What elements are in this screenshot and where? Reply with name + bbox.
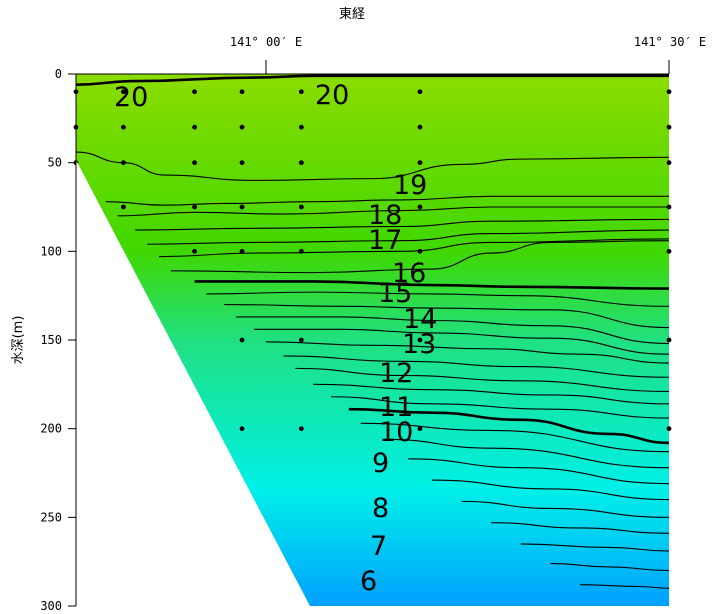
- y-tick-label-0: 0: [55, 67, 62, 81]
- station-point: [417, 426, 423, 432]
- station-point: [192, 160, 198, 166]
- isotherm-17: [135, 218, 670, 231]
- isotherm-5-5: [580, 584, 670, 589]
- station-point: [666, 426, 672, 432]
- station-point: [417, 160, 423, 166]
- isotherm-6-5: [520, 543, 670, 552]
- station-point: [192, 124, 198, 130]
- isotherm-11-5: [295, 367, 670, 392]
- station-point: [239, 204, 245, 210]
- station-point: [192, 248, 198, 254]
- station-point: [298, 426, 304, 432]
- seafloor-slope: [76, 160, 310, 606]
- station-point: [417, 89, 423, 95]
- contour-label-9: 9: [372, 448, 389, 479]
- y-tick-label-250: 250: [40, 510, 62, 524]
- y-tick-label-200: 200: [40, 422, 62, 436]
- station-point: [192, 89, 198, 95]
- isotherm-6: [550, 562, 670, 572]
- station-point: [417, 337, 423, 343]
- station-point: [298, 124, 304, 130]
- station-point: [666, 248, 672, 254]
- isotherm-14-5: [206, 291, 670, 307]
- y-tick-label-100: 100: [40, 244, 62, 258]
- y-axis-ticks: 0 50 100 150 200 250 300: [40, 67, 76, 613]
- y-tick-label-50: 50: [48, 156, 62, 170]
- isotherm-7-5: [461, 500, 670, 518]
- contour-label-20-left: 20: [114, 82, 148, 113]
- station-point: [121, 204, 126, 210]
- station-point: [239, 248, 245, 254]
- station-point: [666, 124, 672, 130]
- isotherm-18: [105, 195, 669, 206]
- contour-label-8: 8: [372, 493, 389, 524]
- isotherm-10-5: [330, 396, 670, 419]
- station-point: [666, 204, 672, 210]
- isotherm-16: [159, 238, 670, 258]
- station-point: [298, 204, 304, 210]
- isotherm-7: [491, 522, 670, 534]
- contour-label-19: 19: [393, 170, 427, 201]
- station-point: [239, 124, 245, 130]
- contour-label-11: 11: [379, 392, 413, 423]
- isotherm-12: [283, 355, 670, 378]
- station-point: [192, 204, 198, 210]
- station-point: [666, 160, 672, 166]
- contour-label-17: 17: [368, 225, 402, 256]
- isotherm-12-5: [265, 341, 670, 364]
- x-tick-label-141-30: 141° 30′ E: [634, 35, 706, 49]
- isotherm-15-5: [170, 240, 670, 274]
- contour-labels: 20 20 19 18 17 16 15 14 13 12 11 10 9 8 …: [114, 80, 437, 597]
- contour-label-12: 12: [379, 358, 413, 389]
- station-point: [239, 426, 245, 432]
- station-point: [239, 89, 245, 95]
- station-point: [666, 337, 672, 343]
- x-tick-label-141-00: 141° 00′ E: [230, 35, 302, 49]
- station-point: [298, 248, 304, 254]
- contour-label-13: 13: [402, 329, 436, 360]
- isotherm-13-5: [236, 316, 670, 345]
- station-points: [73, 89, 672, 432]
- isotherm-13: [253, 328, 670, 355]
- isotherm-8: [431, 479, 670, 501]
- station-point: [121, 89, 126, 95]
- contour-label-16: 16: [392, 258, 426, 289]
- station-point: [239, 337, 245, 343]
- isotherm-19: [75, 151, 670, 181]
- isotherm-16-5: [147, 229, 670, 245]
- y-tick-label-150: 150: [40, 333, 62, 347]
- isotherm-9: [384, 438, 670, 469]
- station-point: [298, 160, 304, 166]
- station-point: [417, 124, 423, 130]
- station-point: [121, 160, 126, 166]
- contour-label-15: 15: [378, 278, 412, 309]
- station-point: [417, 248, 423, 254]
- station-point: [417, 204, 423, 210]
- station-point: [666, 89, 672, 95]
- isotherm-17-5: [117, 206, 669, 217]
- station-point: [121, 124, 126, 130]
- contour-label-18: 18: [368, 200, 402, 231]
- contour-label-14: 14: [403, 304, 437, 335]
- station-point: [298, 89, 304, 95]
- y-axis-title: 水深(m): [11, 316, 26, 365]
- isotherm-14: [224, 303, 670, 329]
- isotherm-lines: [75, 74, 670, 589]
- isotherm-10: [348, 407, 670, 445]
- isotherm-8-5: [408, 458, 670, 485]
- isotherm-11: [313, 383, 670, 405]
- contour-label-10: 10: [379, 417, 413, 448]
- isotherm-9-5: [360, 422, 670, 453]
- x-axis-title: 東経: [339, 6, 365, 22]
- station-point: [239, 160, 245, 166]
- isotherm-20: [75, 74, 669, 86]
- contour-label-7: 7: [370, 531, 387, 562]
- isotherm-15: [194, 280, 670, 290]
- contour-label-6: 6: [360, 566, 377, 597]
- y-tick-label-300: 300: [40, 599, 62, 613]
- station-point: [298, 337, 304, 343]
- contour-label-20-right: 20: [315, 80, 349, 111]
